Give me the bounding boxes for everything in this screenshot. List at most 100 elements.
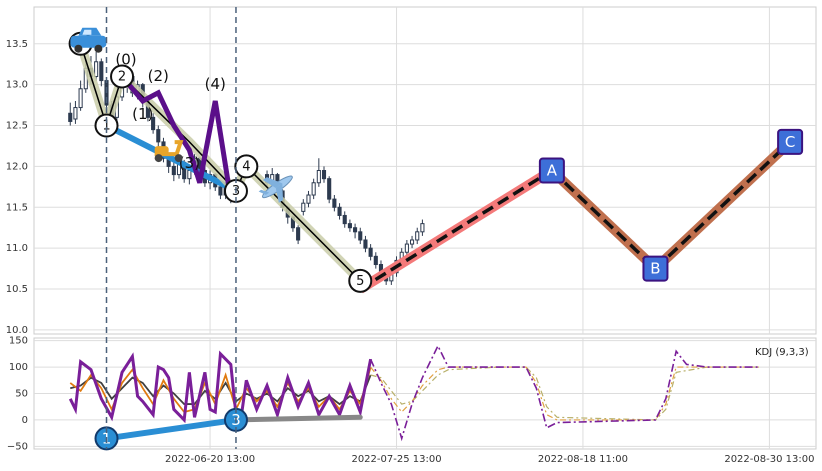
airplane-tail [258,189,270,195]
wave-circle-text: 2 [118,69,126,84]
indicator-y-tick: 150 [9,336,28,347]
candle [68,102,73,126]
projection-label-text: A [547,162,558,180]
secondary-wave-line [120,74,234,200]
wave-circle-1: 1 [94,113,119,138]
price-y-tick: 13.5 [6,39,28,50]
wave-circle [110,64,135,89]
candle [156,125,161,149]
indicator-trend-line [103,416,239,442]
candle-body [363,239,368,249]
candle-body [301,202,306,212]
trend-line-segment [103,122,239,194]
car-window [82,29,92,35]
candle [373,252,378,269]
trend-line [103,122,239,194]
candle-body [94,61,99,77]
candle-body [353,227,358,233]
x-ticks: 2022-06-20 13:00 2022-07-25 13:00 2022-08-… [165,454,814,465]
scooter-wheel [154,154,163,163]
scooter-wheel [174,154,183,163]
airplane-wing [275,183,283,203]
airplane-wing [262,177,283,188]
j-line [68,350,373,424]
candle [342,211,347,228]
candle [409,235,415,249]
candle [73,101,78,124]
price-panel: 10.010.511.011.512.012.513.013.5 ABC0123… [6,6,817,336]
icons [70,27,293,203]
price-y-tick: 10.0 [6,325,28,336]
car-wheel [74,44,83,53]
candle [368,244,373,261]
wave-circle [234,154,259,179]
x-tick-label: 2022-06-20 13:00 [165,454,255,465]
price-y-tick: 12.0 [6,161,28,172]
wave-circle-text: 1 [102,119,110,134]
candle [316,158,321,187]
secondary-wave-label: (2) [148,67,169,85]
x-tick-label: 2022-08-30 13:00 [724,454,814,465]
candle [337,203,342,220]
candle-body [373,255,378,266]
wave-circle-2: 2 [110,64,135,89]
scooter-seat [154,146,169,155]
candle-body [156,129,161,143]
indicator-y-ticks: 150 100 50 0 −50 [7,336,28,453]
price-y-tick: 10.5 [6,284,28,295]
candle-body [68,112,73,122]
x-tick-label: 2022-07-25 13:00 [351,454,441,465]
candle-body [420,223,425,233]
candle-body [415,231,420,241]
candle-body [73,107,78,120]
indicator-y-tick: 100 [9,362,28,373]
candle [420,219,425,236]
candle [347,219,352,232]
projection-dashed [359,169,553,291]
candle-body [342,214,347,225]
candle-body [332,198,337,208]
candle-body [347,223,352,229]
projection-dashed [654,140,792,270]
k-line [69,366,372,414]
candle-body [327,178,332,200]
candle [171,162,176,182]
projection-label-C: C [777,128,804,155]
scooter-icon [154,140,184,163]
indicator-legend: KDJ (9,3,3) [755,347,809,358]
candle-body [337,206,342,216]
candle-body [404,243,409,253]
candle [404,239,409,257]
projection-label-box [777,128,804,155]
car-body [70,35,107,48]
candle [353,223,358,239]
projection-label-A: A [538,157,565,184]
candle-body [316,170,321,184]
projection-label-B: B [642,255,669,282]
airplane-icon [258,175,293,203]
price-y-tick: 11.5 [6,202,28,213]
wave-circle [348,268,373,293]
projection-label-text: B [650,260,660,278]
candle-body [99,61,104,82]
candle [327,176,332,204]
candle-body [311,182,316,196]
candle [301,199,306,216]
indicator-y-tick: 50 [15,389,28,400]
candle-body [171,165,176,176]
secondary-waves [120,74,234,200]
candle-body [358,231,363,241]
indicator-y-tick: 0 [22,415,28,426]
candle [415,227,420,245]
candle [358,227,363,245]
candle-body [409,239,415,245]
candle [296,225,301,245]
projection [357,138,794,294]
secondary-wave-label: (3) [179,154,200,172]
price-y-tick: 11.0 [6,243,28,254]
secondary-wave-label: (4) [205,75,226,93]
x-tick-label: 2022-08-18 11:00 [538,454,628,465]
wave-circle [94,113,119,138]
